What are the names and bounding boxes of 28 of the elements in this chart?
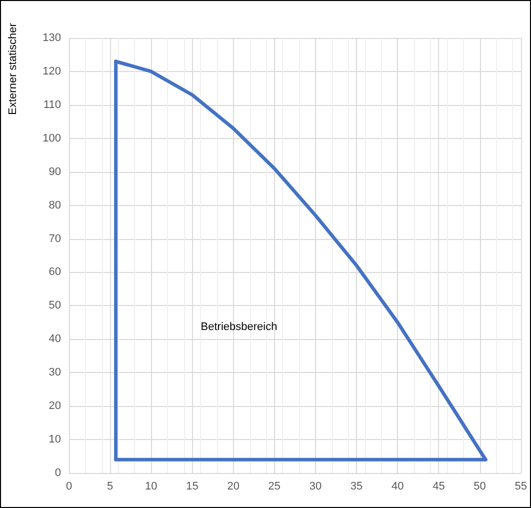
x-tick-label: 35 — [350, 480, 363, 492]
x-tick-label: 15 — [186, 480, 198, 492]
y-tick-label: 100 — [42, 132, 61, 144]
x-tick-label: 45 — [432, 480, 445, 492]
y-tick-label: 0 — [54, 467, 61, 479]
x-tick-label: 0 — [66, 480, 72, 492]
x-tick-label: 25 — [268, 480, 281, 492]
annotation: Betriebsbereich — [200, 321, 278, 333]
y-tick-label: 20 — [48, 400, 61, 412]
y-tick-label: 50 — [48, 300, 61, 312]
y-tick-label: 60 — [48, 266, 61, 278]
y-tick-label: 120 — [42, 65, 61, 78]
x-tick-label: 30 — [309, 480, 322, 492]
x-tick-label: 40 — [392, 480, 404, 492]
y-tick-label: 130 — [42, 32, 61, 44]
y-axis-title: Externer statischer — [7, 22, 19, 115]
y-tick-label: 90 — [48, 166, 61, 178]
y-tick-label: 40 — [48, 333, 61, 346]
x-tick-label: 20 — [227, 480, 240, 492]
x-tick-label: 10 — [145, 480, 158, 492]
x-tick-label: 55 — [514, 480, 528, 492]
y-tick-label: 30 — [48, 366, 61, 379]
x-tick-label: 50 — [474, 480, 486, 492]
y-tick-label: 10 — [48, 434, 61, 446]
y-tick-label: 110 — [43, 98, 61, 111]
y-tick-label: 70 — [48, 232, 61, 245]
y-tick-label: 80 — [48, 199, 61, 212]
x-tick-label: 5 — [107, 480, 114, 492]
